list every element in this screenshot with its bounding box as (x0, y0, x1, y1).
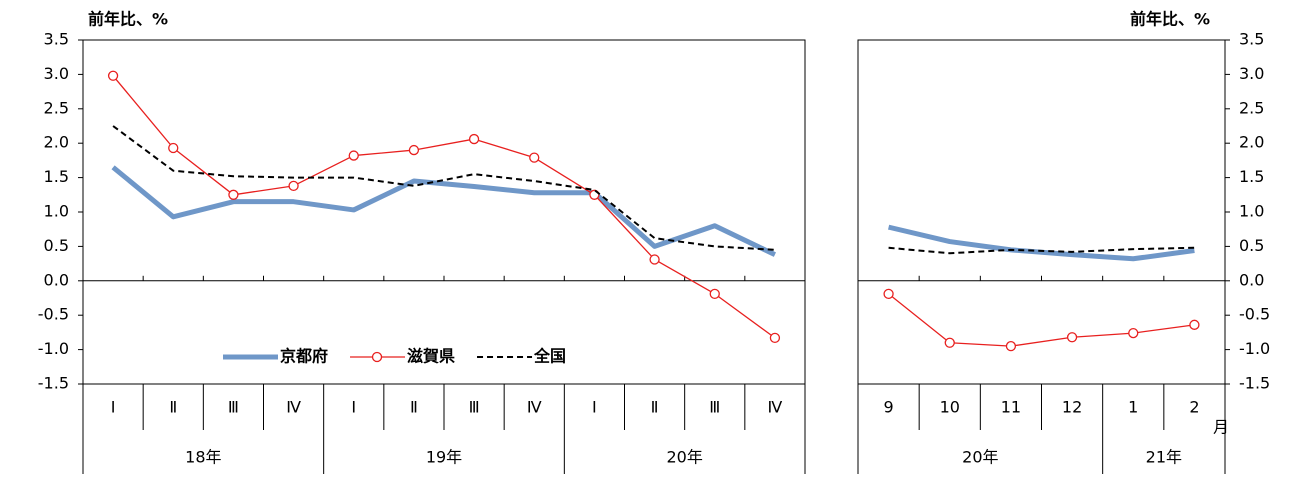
legend-label: 京都府 (280, 347, 328, 366)
x-tick-label: Ⅳ (768, 398, 783, 417)
x-tick-label: 2 (1189, 398, 1199, 417)
plot-frame (857, 39, 1226, 385)
x-group-label: 18年 (185, 448, 221, 467)
series-line (888, 293, 1195, 347)
x-tick-label: Ⅳ (286, 398, 301, 417)
x-group-label: 19年 (426, 448, 462, 467)
y-tick-label: -1.5 (1239, 374, 1270, 393)
x-tick-label: Ⅲ (469, 398, 480, 417)
series-marker (408, 144, 420, 156)
x-group-label: 20年 (962, 448, 998, 467)
series-marker (1005, 341, 1017, 352)
y-tick-label: 1.5 (44, 167, 69, 186)
x-tick-label: Ⅰ (111, 398, 116, 417)
series-marker (468, 133, 480, 145)
series-marker (228, 189, 239, 200)
x-group-label: 21年 (1146, 448, 1182, 467)
series-line (888, 246, 1195, 255)
y-tick-label: 2.0 (1239, 133, 1264, 152)
y-tick-label: 3.5 (1239, 30, 1264, 49)
y-tick-label: 0.5 (1239, 236, 1264, 255)
legend-marker (371, 351, 383, 363)
series-marker (1066, 332, 1078, 343)
series-marker (649, 254, 660, 265)
series-marker (883, 288, 894, 300)
y-tick-label: 2.0 (44, 133, 69, 152)
legend-label: 滋賀県 (407, 347, 455, 366)
x-unit-label: 月 (1213, 418, 1229, 437)
x-tick-label: Ⅱ (651, 398, 659, 417)
y-tick-label: 3.0 (1239, 64, 1264, 83)
y-tick-label: 2.5 (44, 98, 69, 117)
y-tick-label: 1.0 (44, 202, 69, 221)
y-tick-label: 0.0 (44, 270, 69, 289)
y-axis-label: 前年比、% (88, 10, 168, 29)
y-tick-label: 1.5 (1239, 167, 1264, 186)
x-tick-label: 9 (883, 398, 893, 417)
y-tick-label: 2.5 (1239, 98, 1264, 117)
y-tick-label: -1.0 (1239, 339, 1270, 358)
series-marker (769, 332, 781, 344)
x-tick-label: 1 (1128, 398, 1138, 417)
series-line (888, 224, 1195, 262)
x-tick-label: Ⅳ (527, 398, 542, 417)
x-tick-label: Ⅱ (169, 398, 177, 417)
legend-label: 全国 (533, 347, 566, 366)
series-marker (709, 288, 720, 300)
series-marker (529, 152, 540, 163)
x-tick-label: Ⅱ (410, 398, 418, 417)
series-marker (168, 142, 179, 154)
x-tick-label: Ⅰ (592, 398, 597, 417)
x-group-label: 20年 (666, 448, 702, 467)
series-line (111, 165, 776, 257)
y-tick-label: -1.5 (38, 374, 69, 393)
series-marker (1189, 319, 1200, 330)
series-marker (288, 180, 299, 192)
y-tick-label: 3.0 (44, 64, 69, 83)
x-tick-label: 11 (1001, 398, 1021, 417)
y-tick-label: -0.5 (1239, 305, 1270, 324)
y-axis-label: 前年比、% (1130, 10, 1210, 29)
y-tick-label: -1.0 (38, 339, 69, 358)
x-tick-label: Ⅲ (709, 398, 720, 417)
series-line (112, 75, 776, 339)
y-tick-label: 0.5 (44, 236, 69, 255)
series-marker (944, 337, 955, 348)
x-tick-label: Ⅲ (228, 398, 239, 417)
series-line (112, 125, 775, 251)
series-marker (107, 70, 119, 81)
series-marker (348, 150, 359, 161)
y-tick-label: 1.0 (1239, 202, 1264, 221)
x-tick-label: Ⅰ (351, 398, 356, 417)
y-tick-label: 3.5 (44, 30, 69, 49)
y-tick-label: 0.0 (1239, 270, 1264, 289)
series-marker (1128, 327, 1139, 339)
x-tick-label: 12 (1062, 398, 1082, 417)
y-tick-label: -0.5 (38, 305, 69, 324)
x-tick-label: 10 (940, 398, 960, 417)
